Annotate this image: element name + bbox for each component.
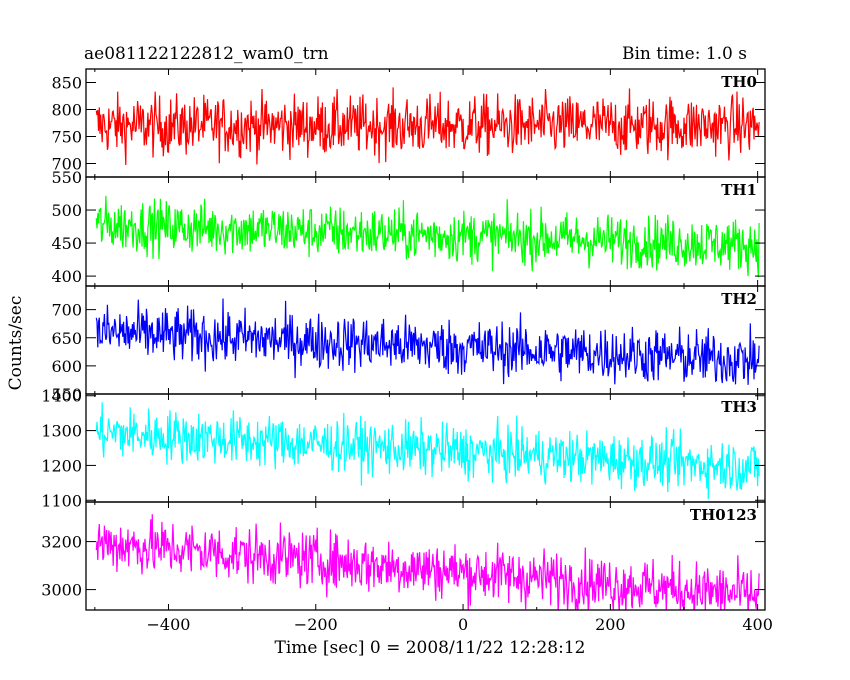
y-tick-label: 400 xyxy=(51,267,82,286)
y-tick-label: 800 xyxy=(51,101,82,120)
y-tick-label: 3200 xyxy=(41,533,82,552)
x-tick-label: 400 xyxy=(742,615,773,634)
panel-label-th1: TH1 xyxy=(721,181,757,199)
object-name-label: ae081122122812_wam0_trn xyxy=(84,44,329,64)
y-tick-label: 700 xyxy=(51,155,82,174)
y-tick-label: 700 xyxy=(51,301,82,320)
panel-label-th0: TH0 xyxy=(721,73,757,91)
y-tick-label: 1300 xyxy=(41,422,82,441)
panel-frame-th0123 xyxy=(85,501,766,611)
y-tick-label: 650 xyxy=(51,329,82,348)
series-line-th0 xyxy=(95,87,760,166)
bin-time-label: Bin time: 1.0 s xyxy=(621,44,747,64)
y-tick-label: 1100 xyxy=(41,491,82,510)
series-line-th0123 xyxy=(95,514,760,610)
series-line-th1 xyxy=(95,195,760,278)
y-tick-label: 600 xyxy=(51,357,82,376)
y-tick-label: 850 xyxy=(51,74,82,93)
y-tick-label: 3000 xyxy=(41,581,82,600)
x-tick-label: 0 xyxy=(458,615,468,634)
y-tick-label: 500 xyxy=(51,201,82,220)
y-tick-label: 550 xyxy=(51,168,82,187)
x-tick-label: −400 xyxy=(147,615,191,634)
y-tick-label: 1200 xyxy=(41,456,82,475)
panel-label-th2: TH2 xyxy=(721,290,757,308)
panel-label-th0123: TH0123 xyxy=(690,506,757,524)
x-axis-label: Time [sec] 0 = 2008/11/22 12:28:12 xyxy=(274,638,586,658)
y-tick-label: 550 xyxy=(51,385,82,404)
panel-label-th3: TH3 xyxy=(721,398,757,416)
x-tick-label: 200 xyxy=(595,615,626,634)
y-tick-label: 750 xyxy=(51,128,82,147)
y-tick-label: 1400 xyxy=(41,387,82,406)
y-axis-label: Counts/sec xyxy=(6,295,26,391)
series-line-th2 xyxy=(95,298,760,385)
y-tick-label: 450 xyxy=(51,234,82,253)
x-tick-label: −200 xyxy=(294,615,338,634)
series-line-th3 xyxy=(95,402,760,500)
